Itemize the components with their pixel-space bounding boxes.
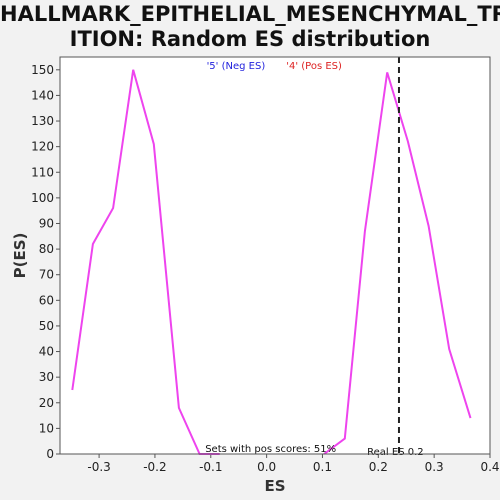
y-tick-label: 150	[31, 63, 54, 77]
chart-title-line-2: ITION: Random ES distribution	[69, 27, 431, 51]
y-tick-label: 140	[31, 88, 54, 102]
y-tick-label: 20	[39, 396, 54, 410]
x-axis: -0.3 -0.2 -0.1 0.0 0.1 0.2 0.3 0.4	[87, 454, 500, 474]
y-tick-label: 0	[46, 447, 54, 461]
y-axis: 0 10 20 30 40 50 60 70 80 90 100 110 120 130 140 150	[31, 63, 60, 461]
y-tick-label: 60	[39, 293, 54, 307]
y-tick-label: 40	[39, 345, 54, 359]
series-line-neg-es	[71, 69, 220, 455]
x-tick-label: 0.4	[480, 460, 499, 474]
x-tick-label: 0.3	[425, 460, 444, 474]
x-tick-label: -0.3	[87, 460, 110, 474]
y-tick-label: 90	[39, 216, 54, 230]
y-tick-label: 30	[39, 370, 54, 384]
x-tick-label: -0.1	[199, 460, 222, 474]
y-tick-label: 130	[31, 114, 54, 128]
chart-title-line-1: HALLMARK_EPITHELIAL_MESENCHYMAL_TRANS	[0, 2, 500, 26]
legend-entry-pos-es: '4' (Pos ES)	[286, 61, 342, 72]
x-tick-label: 0.2	[369, 460, 388, 474]
y-tick-label: 110	[31, 165, 54, 179]
real-es-label: Real ES 0.2	[367, 447, 423, 458]
y-tick-label: 10	[39, 421, 54, 435]
y-tick-label: 70	[39, 268, 54, 282]
plot-frame	[59, 56, 491, 455]
x-tick-label: 0.1	[313, 460, 332, 474]
x-tick-label: 0.0	[257, 460, 276, 474]
y-tick-label: 80	[39, 242, 54, 256]
x-axis-label: ES	[264, 477, 285, 495]
y-tick-label: 120	[31, 140, 54, 154]
y-tick-label: 100	[31, 191, 54, 205]
pos-scores-note: Sets with pos scores: 51%	[205, 444, 336, 455]
series-line-pos-es	[323, 72, 472, 455]
legend-entry-neg-es: '5' (Neg ES)	[207, 61, 266, 72]
x-tick-label: -0.2	[143, 460, 166, 474]
y-tick-label: 50	[39, 319, 54, 333]
y-axis-label: P(ES)	[11, 233, 29, 279]
plot-area	[60, 57, 490, 454]
